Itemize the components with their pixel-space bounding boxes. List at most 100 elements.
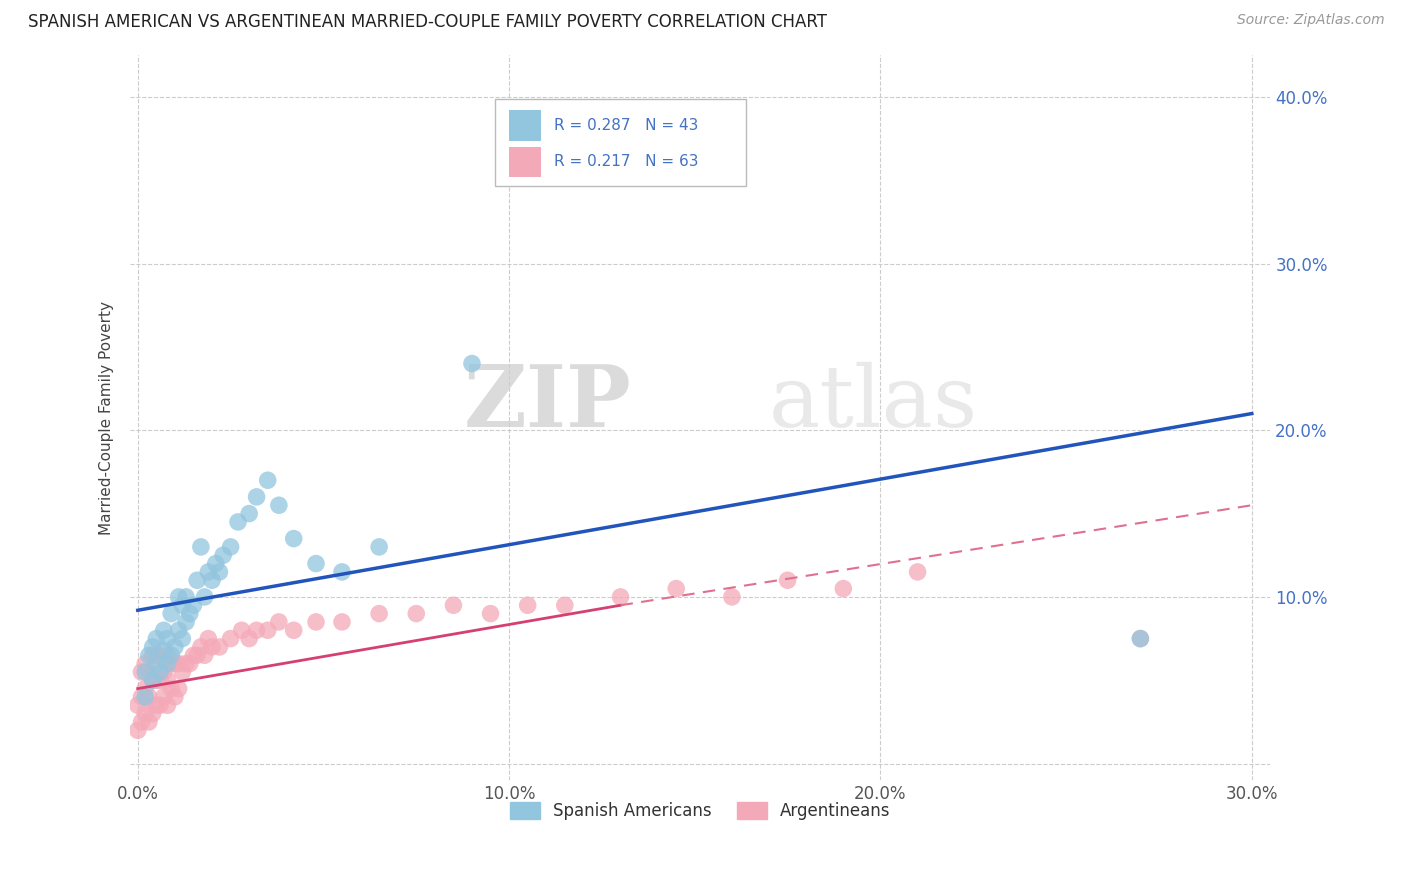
Point [208,640,231,654]
Point [238,632,260,646]
Point [167,624,190,638]
FancyBboxPatch shape [509,146,541,177]
Point [212,548,235,562]
Point [190,540,212,554]
Point [461,357,484,371]
Point [127,698,149,713]
Point [138,648,160,663]
Point [204,557,226,571]
Point [160,681,183,696]
Point [149,673,172,688]
Point [245,624,267,638]
Point [283,624,305,638]
Text: R = 0.217   N = 63: R = 0.217 N = 63 [554,154,699,169]
Point [190,640,212,654]
Point [665,582,688,596]
Point [142,640,165,654]
Point [163,640,186,654]
Point [197,632,219,646]
Point [134,657,156,671]
Point [152,690,174,704]
Point [163,690,186,704]
Point [516,599,538,613]
Point [152,643,174,657]
Text: Source: ZipAtlas.com: Source: ZipAtlas.com [1237,13,1385,28]
FancyBboxPatch shape [509,111,541,141]
Point [776,574,799,588]
Point [368,540,391,554]
Point [267,498,290,512]
Point [134,681,156,696]
Point [172,665,194,679]
Point [609,590,631,604]
Point [156,657,179,671]
Point [330,565,353,579]
Point [283,532,305,546]
Point [405,607,427,621]
Point [134,706,156,721]
Point [721,590,744,604]
Point [179,657,201,671]
Point [305,557,328,571]
Point [152,624,174,638]
Point [186,574,208,588]
Point [186,648,208,663]
Point [174,615,197,629]
Point [145,632,167,646]
Point [174,657,197,671]
Point [183,648,205,663]
Point [138,714,160,729]
Point [194,590,217,604]
Point [368,607,391,621]
Point [167,657,190,671]
Point [152,665,174,679]
Text: atlas: atlas [769,361,979,445]
Point [197,565,219,579]
Point [149,665,172,679]
Point [219,540,242,554]
Point [183,599,205,613]
Text: R = 0.287   N = 43: R = 0.287 N = 43 [554,118,699,133]
Point [145,657,167,671]
FancyBboxPatch shape [495,99,747,186]
Point [145,648,167,663]
Point [194,648,217,663]
Point [172,632,194,646]
Point [256,624,278,638]
Point [156,698,179,713]
Point [174,590,197,604]
Point [131,690,153,704]
Point [138,690,160,704]
Point [131,665,153,679]
Point [305,615,328,629]
Point [145,673,167,688]
Point [907,565,929,579]
Point [142,673,165,688]
Point [201,574,224,588]
Point [330,615,353,629]
Point [238,507,260,521]
Point [156,673,179,688]
Point [219,632,242,646]
Point [231,624,253,638]
Point [138,665,160,679]
Point [156,648,179,663]
Point [149,648,172,663]
Point [167,590,190,604]
Point [145,698,167,713]
Point [160,648,183,663]
Point [134,690,156,704]
Point [156,632,179,646]
Point [256,473,278,487]
Point [160,607,183,621]
Point [172,599,194,613]
Point [142,706,165,721]
Point [1129,632,1152,646]
Point [1129,632,1152,646]
Point [142,673,165,688]
Point [832,582,855,596]
Text: ZIP: ZIP [464,361,631,445]
Point [226,515,249,529]
Point [131,714,153,729]
Point [142,648,165,663]
